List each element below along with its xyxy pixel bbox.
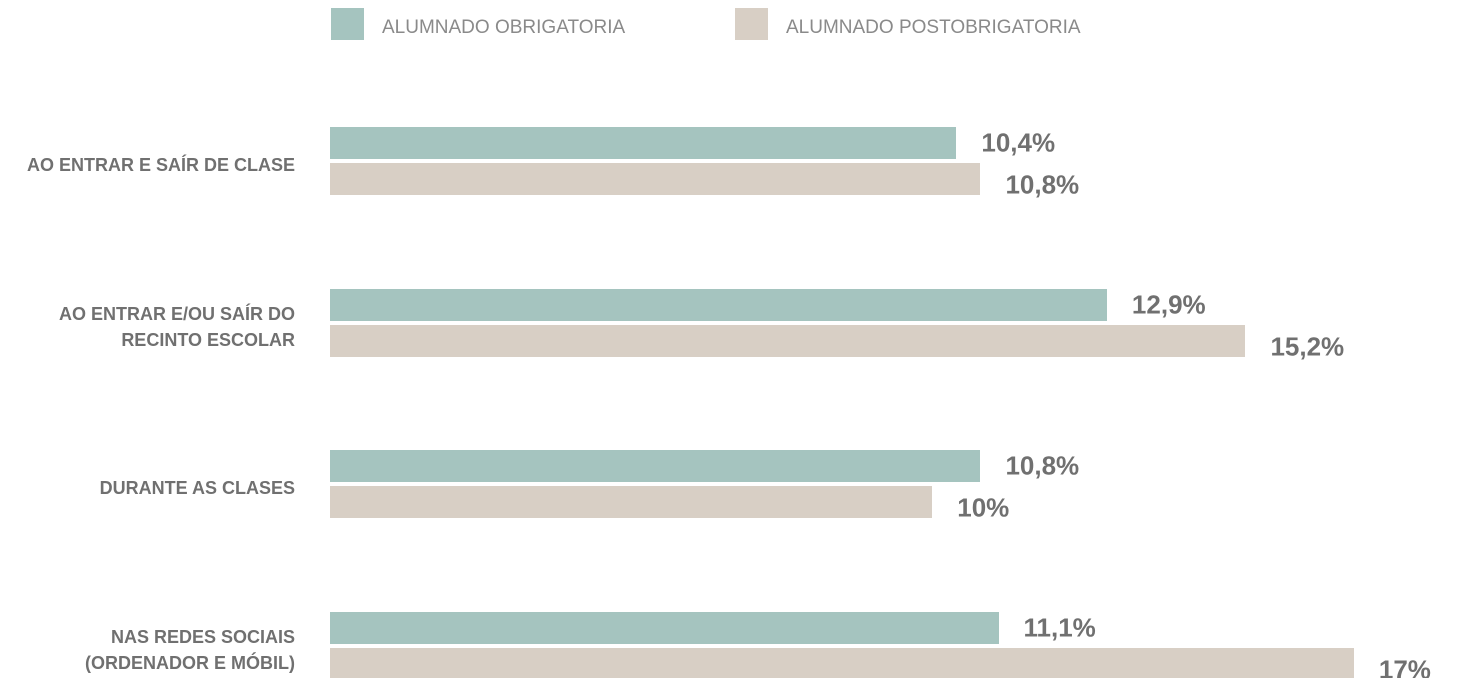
bar	[330, 288, 1107, 321]
value-label: 10,8%	[1005, 169, 1080, 200]
bar	[330, 647, 1354, 678]
value-label: 10,8%	[1005, 450, 1080, 481]
category-label: DURANTE AS CLASES	[99, 478, 295, 498]
category-label: AO ENTRAR E/OU SAÍR DO RECINTO ESCOLAR	[58, 303, 295, 350]
legend-swatch	[331, 8, 364, 40]
legend-swatch	[735, 8, 768, 40]
bar	[330, 450, 981, 482]
bar	[330, 611, 999, 644]
category-label: NAS REDES SOCIAIS (ORDENADOR E MÓBIL)	[85, 626, 295, 673]
bar	[330, 324, 1246, 357]
category-label: AO ENTRAR E SAÍR DE CLASE	[26, 155, 295, 175]
bar	[330, 486, 933, 518]
legend-label: ALUMNADO POSTOBRIGATORIA	[786, 17, 1081, 38]
value-label: 17%	[1378, 654, 1431, 678]
bar	[330, 163, 981, 195]
legend-label: ALUMNADO OBRIGATORIA	[382, 17, 626, 38]
value-label: 10,4%	[981, 127, 1056, 158]
value-label: 12,9%	[1131, 289, 1206, 319]
value-label: 11,1%	[1023, 612, 1096, 642]
bar	[330, 127, 957, 159]
value-label: 15,2%	[1270, 331, 1345, 361]
value-label: 10%	[957, 492, 1010, 523]
